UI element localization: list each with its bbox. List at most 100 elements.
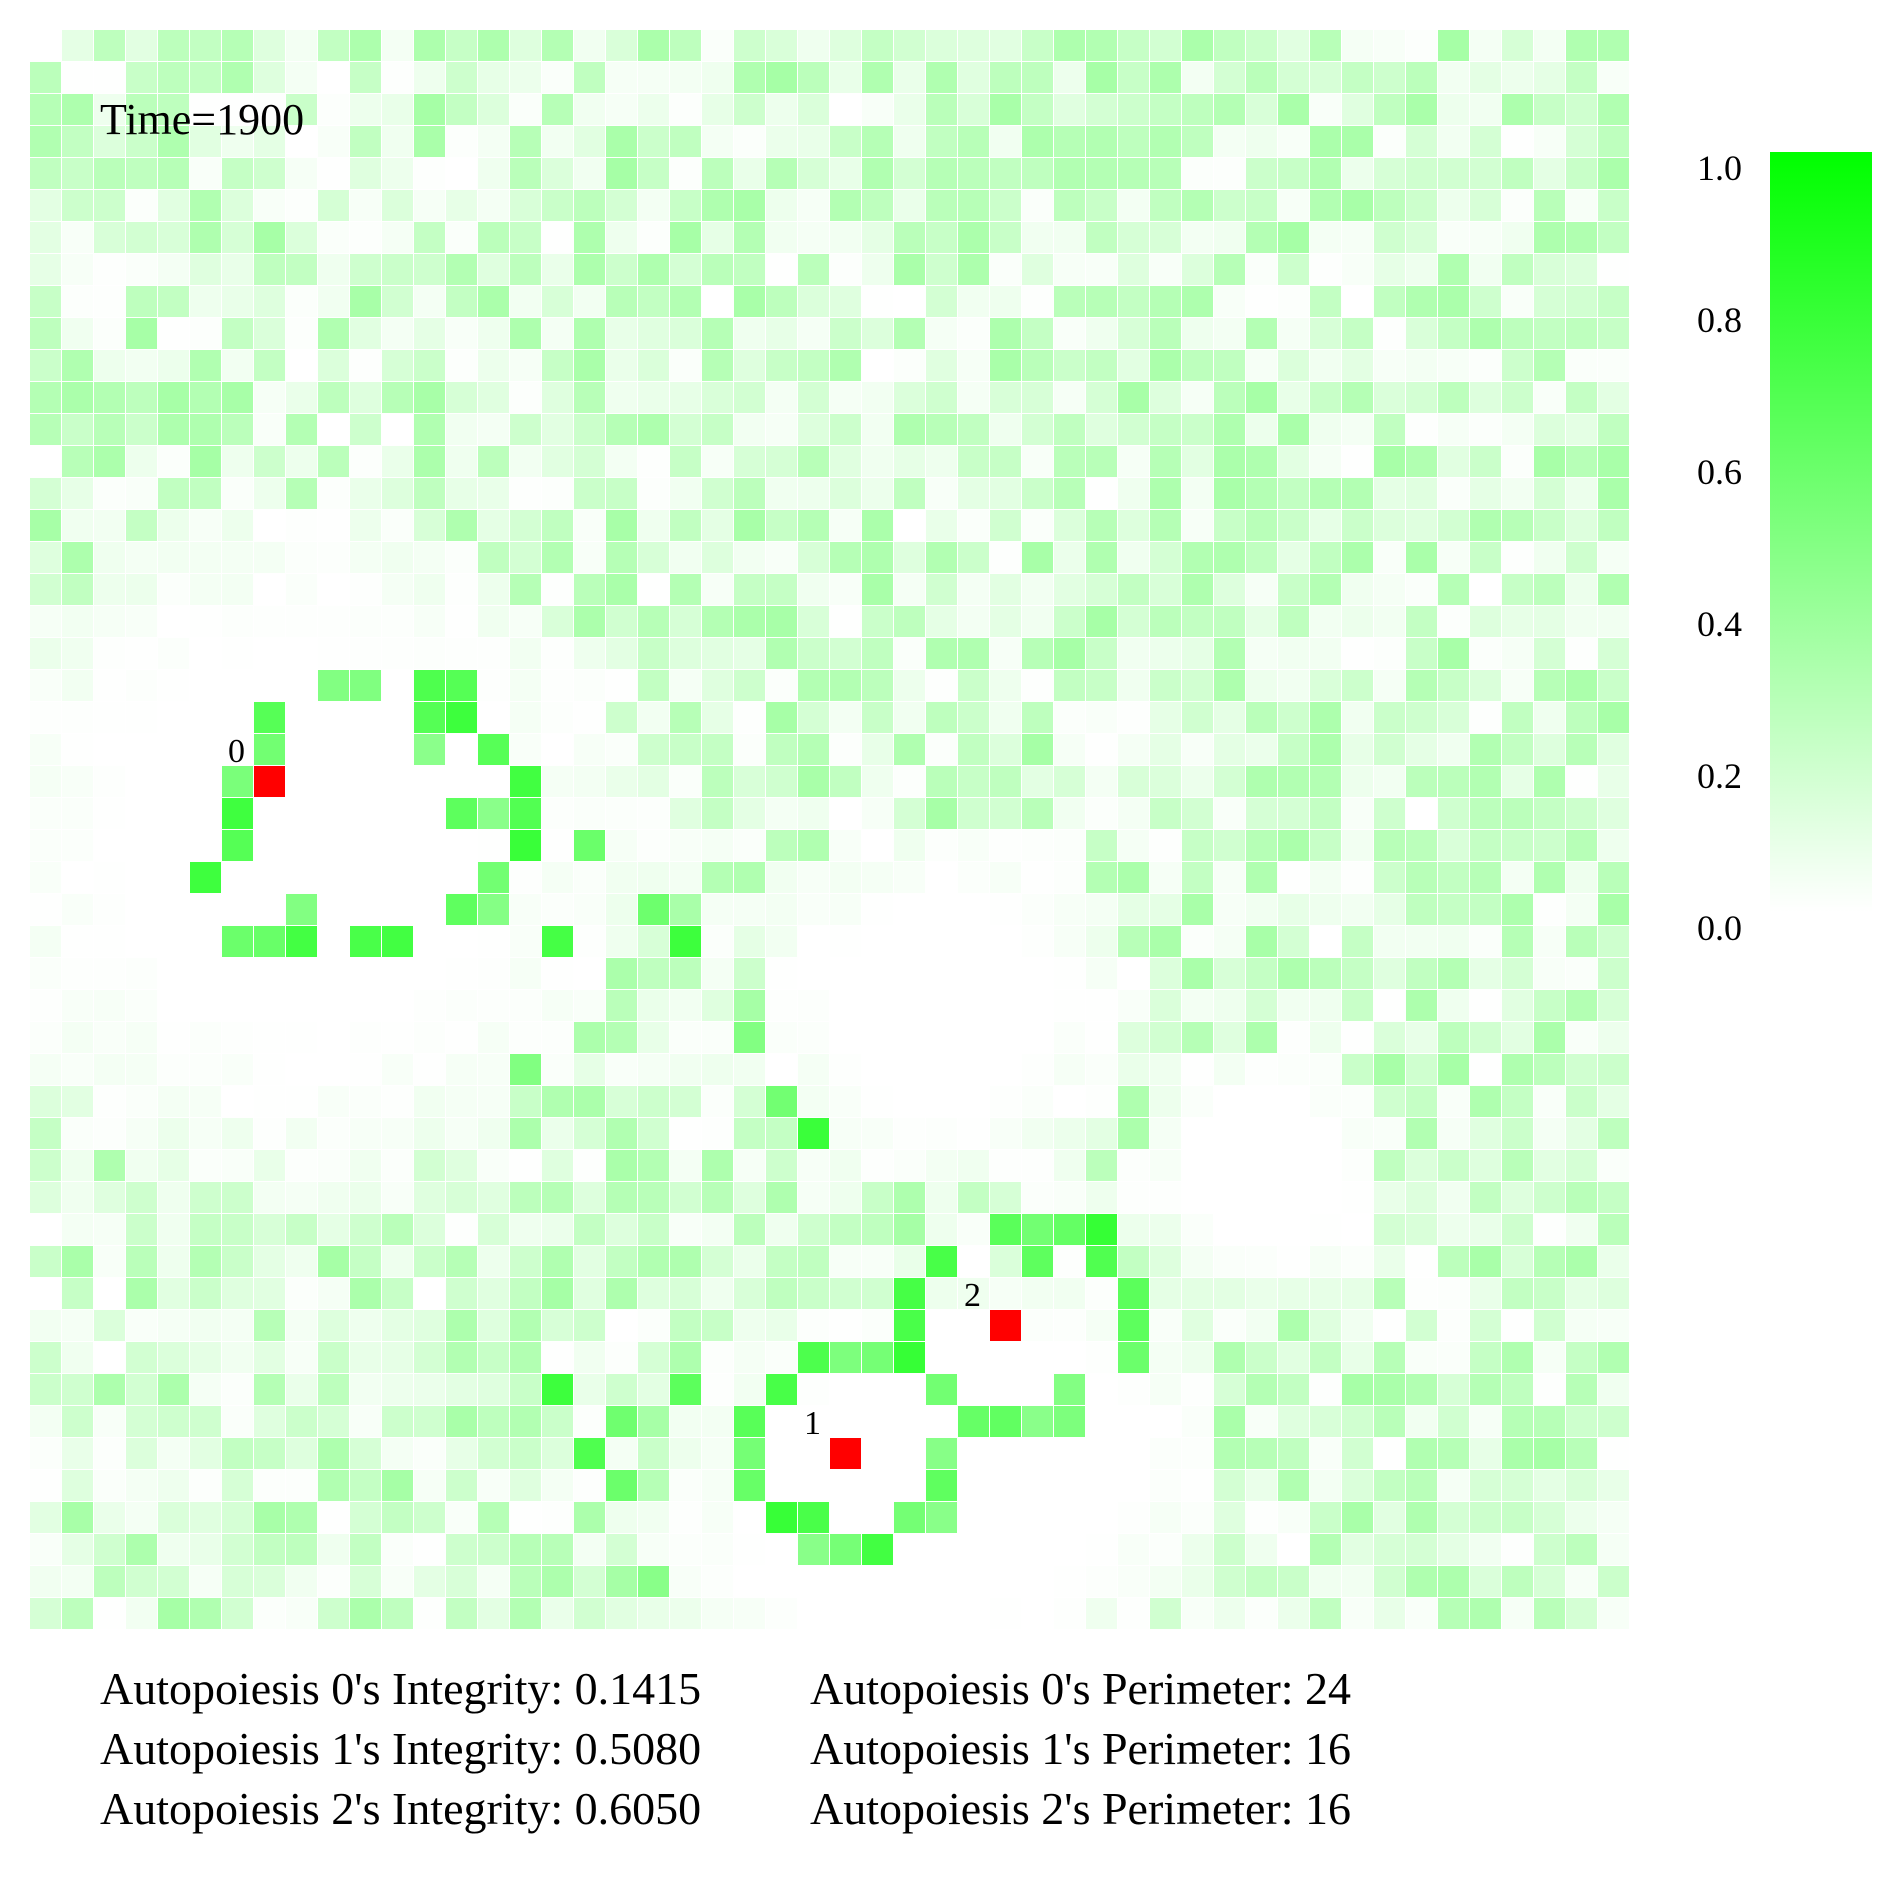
heatmap-cell [478,830,509,861]
heatmap-cell [446,30,477,61]
heatmap-cell [158,1182,189,1213]
heatmap-cell [414,926,445,957]
heatmap-cell [734,1502,765,1533]
heatmap-cell [1310,798,1341,829]
heatmap-cell [94,1342,125,1373]
heatmap-cell [1342,254,1373,285]
heatmap-cell [1086,382,1117,413]
heatmap-cell [1438,1502,1469,1533]
heatmap-cell [222,1406,253,1437]
heatmap-cell [286,62,317,93]
heatmap-cell [414,990,445,1021]
heatmap-cell [894,1598,925,1629]
heatmap-cell [1246,1214,1277,1245]
heatmap-cell [478,1374,509,1405]
heatmap-cell [542,446,573,477]
heatmap-cell [350,254,381,285]
heatmap-cell [1214,1150,1245,1181]
heatmap-cell [542,734,573,765]
heatmap-cell [1374,1342,1405,1373]
heatmap-cell [318,286,349,317]
heatmap-cell [158,414,189,445]
heatmap-cell [1566,894,1597,925]
heatmap-cell [1118,830,1149,861]
heatmap-cell [766,158,797,189]
heatmap-cell [1214,1278,1245,1309]
heatmap-cell [1566,1502,1597,1533]
heatmap-cell [1246,798,1277,829]
heatmap-cell [542,1598,573,1629]
heatmap-cell [606,1150,637,1181]
heatmap-cell [830,1022,861,1053]
heatmap-cell [734,382,765,413]
heatmap-cell [1534,414,1565,445]
heatmap-cell [1182,1374,1213,1405]
heatmap-cell [190,382,221,413]
heatmap-cell [1534,958,1565,989]
heatmap-cell [1502,1310,1533,1341]
heatmap-cell [1598,1502,1629,1533]
heatmap-cell [990,446,1021,477]
heatmap-cell [126,126,157,157]
heatmap-cell [894,734,925,765]
heatmap-cell [1246,1182,1277,1213]
heatmap-cell [1374,958,1405,989]
heatmap-cell [414,350,445,381]
heatmap-cell [638,606,669,637]
heatmap-cell [478,1598,509,1629]
heatmap-cell [478,478,509,509]
heatmap-cell [254,1054,285,1085]
heatmap-cell [1086,1150,1117,1181]
heatmap-cell [1278,318,1309,349]
heatmap-cell [574,1118,605,1149]
heatmap-cell [894,446,925,477]
heatmap-cell [1502,254,1533,285]
heatmap-cell [958,1310,989,1341]
heatmap-cell [222,446,253,477]
heatmap-cell [1086,478,1117,509]
heatmap-cell [1470,286,1501,317]
heatmap-cell [1342,1342,1373,1373]
heatmap-cell [1278,958,1309,989]
heatmap-cell [1374,830,1405,861]
heatmap-cell [1470,1502,1501,1533]
heatmap-cell [382,798,413,829]
heatmap-cell [1566,1214,1597,1245]
heatmap-cell [1278,478,1309,509]
heatmap-cell [958,1022,989,1053]
heatmap-cell [318,990,349,1021]
heatmap-cell [1054,158,1085,189]
heatmap-cell [734,62,765,93]
heatmap-cell [926,894,957,925]
heatmap-cell [1438,1438,1469,1469]
heatmap-cell [222,574,253,605]
heatmap-cell [126,926,157,957]
heatmap-cell [1022,1054,1053,1085]
heatmap-cell [638,1182,669,1213]
heatmap-cell [1022,670,1053,701]
heatmap-cell [830,1118,861,1149]
heatmap-cell [318,1086,349,1117]
heatmap-cell [926,446,957,477]
heatmap-cell [446,1374,477,1405]
heatmap-cell [670,1534,701,1565]
heatmap-cell [478,1566,509,1597]
heatmap-cell [1438,894,1469,925]
heatmap-cell [1118,62,1149,93]
heatmap-cell [670,1118,701,1149]
heatmap-cell [414,1342,445,1373]
heatmap-cell [446,1598,477,1629]
heatmap-cell [1278,702,1309,733]
heatmap-cell [862,478,893,509]
heatmap-cell [1534,670,1565,701]
heatmap-cell [1438,1310,1469,1341]
heatmap-cell [1086,1278,1117,1309]
heatmap-cell [1342,1534,1373,1565]
heatmap-cell [1086,94,1117,125]
heatmap-cell [94,190,125,221]
heatmap-cell [1438,382,1469,413]
heatmap-cell [894,574,925,605]
heatmap-cell [606,158,637,189]
heatmap-cell [254,350,285,381]
heatmap-cell [446,94,477,125]
